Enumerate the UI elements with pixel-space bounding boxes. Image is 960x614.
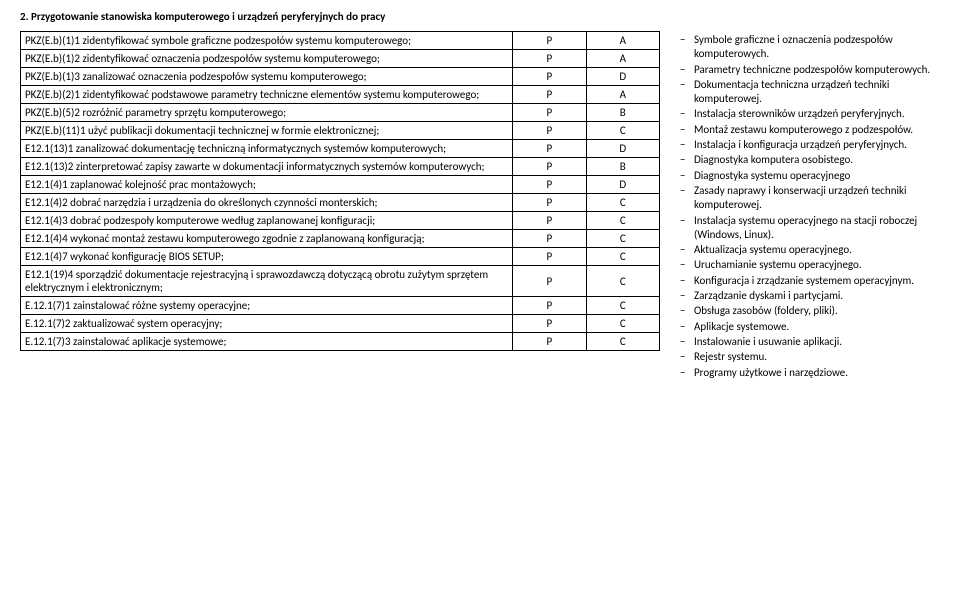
row-col2: C (586, 248, 659, 266)
list-item: Konfiguracja i zrządzanie systemem opera… (680, 274, 940, 288)
row-col2: B (586, 104, 659, 122)
row-col1: P (513, 176, 586, 194)
row-description: E12.1(4)2 dobrać narzędzia i urządzenia … (21, 194, 513, 212)
row-col2: A (586, 86, 659, 104)
row-col2: C (586, 122, 659, 140)
table-row: E12.1(4)7 wykonać konfigurację BIOS SETU… (21, 248, 660, 266)
row-description: E12.1(13)2 zinterpretować zapisy zawarte… (21, 158, 513, 176)
list-item: Aplikacje systemowe. (680, 320, 940, 334)
row-col2: C (586, 230, 659, 248)
row-col1: P (513, 212, 586, 230)
list-item: Diagnostyka systemu operacyjnego (680, 169, 940, 183)
row-col1: P (513, 32, 586, 50)
left-column: PKZ(E.b)(1)1 zidentyfikować symbole graf… (20, 31, 660, 351)
table-row: E.12.1(7)3 zainstalować aplikacje system… (21, 333, 660, 351)
row-col1: P (513, 248, 586, 266)
list-item: Obsługa zasobów (foldery, pliki). (680, 304, 940, 318)
row-col2: A (586, 32, 659, 50)
list-item: Diagnostyka komputera osobistego. (680, 153, 940, 167)
row-col1: P (513, 315, 586, 333)
row-description: PKZ(E.b)(1)1 zidentyfikować symbole graf… (21, 32, 513, 50)
list-item: Instalacja sterowników urządzeń peryfery… (680, 107, 940, 121)
table-row: PKZ(E.b)(5)2 rozróżnić parametry sprzętu… (21, 104, 660, 122)
list-item: Programy użytkowe i narzędziowe. (680, 366, 940, 380)
row-description: E12.1(4)3 dobrać podzespoły komputerowe … (21, 212, 513, 230)
requirements-table: PKZ(E.b)(1)1 zidentyfikować symbole graf… (20, 31, 660, 351)
row-col2: C (586, 315, 659, 333)
row-description: E12.1(13)1 zanalizować dokumentację tech… (21, 140, 513, 158)
row-description: PKZ(E.b)(1)2 zidentyfikować oznaczenia p… (21, 50, 513, 68)
list-item: Zasady naprawy i konserwacji urządzeń te… (680, 184, 940, 213)
list-item: Montaż zestawu komputerowego z podzespoł… (680, 123, 940, 137)
row-col1: P (513, 333, 586, 351)
list-item: Instalacja systemu operacyjnego na stacj… (680, 214, 940, 243)
table-row: PKZ(E.b)(1)3 zanalizować oznaczenia podz… (21, 68, 660, 86)
list-item: Instalowanie i usuwanie aplikacji. (680, 335, 940, 349)
list-item: Aktualizacja systemu operacyjnego. (680, 243, 940, 257)
section-title: 2. Przygotowanie stanowiska komputeroweg… (20, 10, 940, 23)
list-item: Rejestr systemu. (680, 350, 940, 364)
row-col1: P (513, 104, 586, 122)
row-col2: C (586, 333, 659, 351)
table-row: E12.1(4)3 dobrać podzespoły komputerowe … (21, 212, 660, 230)
row-col1: P (513, 158, 586, 176)
row-col1: P (513, 68, 586, 86)
row-col1: P (513, 86, 586, 104)
row-description: PKZ(E.b)(5)2 rozróżnić parametry sprzętu… (21, 104, 513, 122)
row-description: PKZ(E.b)(2)1 zidentyfikować podstawowe p… (21, 86, 513, 104)
row-description: E12.1(4)7 wykonać konfigurację BIOS SETU… (21, 248, 513, 266)
table-row: PKZ(E.b)(1)1 zidentyfikować symbole graf… (21, 32, 660, 50)
row-description: E.12.1(7)2 zaktualizować system operacyj… (21, 315, 513, 333)
row-col2: C (586, 194, 659, 212)
list-item: Instalacja i konfiguracja urządzeń peryf… (680, 138, 940, 152)
table-row: E12.1(4)4 wykonać montaż zestawu kompute… (21, 230, 660, 248)
row-col2: C (586, 266, 659, 297)
list-item: Uruchamianie systemu operacyjnego. (680, 258, 940, 272)
row-description: E12.1(19)4 sporządzić dokumentacje rejes… (21, 266, 513, 297)
list-item: Dokumentacja techniczna urządzeń technik… (680, 78, 940, 107)
row-col2: A (586, 50, 659, 68)
row-description: PKZ(E.b)(1)3 zanalizować oznaczenia podz… (21, 68, 513, 86)
table-row: PKZ(E.b)(1)2 zidentyfikować oznaczenia p… (21, 50, 660, 68)
main-layout: PKZ(E.b)(1)1 zidentyfikować symbole graf… (20, 31, 940, 381)
list-item: Parametry techniczne podzespołów kompute… (680, 63, 940, 77)
topics-list: Symbole graficzne i oznaczenia podzespoł… (680, 33, 940, 380)
row-col2: D (586, 176, 659, 194)
table-row: E12.1(4)1 zaplanować kolejność prac mont… (21, 176, 660, 194)
table-row: E.12.1(7)2 zaktualizować system operacyj… (21, 315, 660, 333)
table-row: E12.1(4)2 dobrać narzędzia i urządzenia … (21, 194, 660, 212)
table-row: PKZ(E.b)(2)1 zidentyfikować podstawowe p… (21, 86, 660, 104)
row-col1: P (513, 297, 586, 315)
row-col2: D (586, 140, 659, 158)
row-col1: P (513, 194, 586, 212)
row-description: E.12.1(7)1 zainstalować różne systemy op… (21, 297, 513, 315)
row-col2: D (586, 68, 659, 86)
table-row: PKZ(E.b)(11)1 użyć publikacji dokumentac… (21, 122, 660, 140)
table-row: E.12.1(7)1 zainstalować różne systemy op… (21, 297, 660, 315)
row-col2: B (586, 158, 659, 176)
row-col1: P (513, 230, 586, 248)
list-item: Symbole graficzne i oznaczenia podzespoł… (680, 33, 940, 62)
row-description: E12.1(4)4 wykonać montaż zestawu kompute… (21, 230, 513, 248)
row-col1: P (513, 140, 586, 158)
table-row: E12.1(13)1 zanalizować dokumentację tech… (21, 140, 660, 158)
row-col1: P (513, 122, 586, 140)
row-col2: C (586, 212, 659, 230)
row-col2: C (586, 297, 659, 315)
right-column: Symbole graficzne i oznaczenia podzespoł… (680, 31, 940, 381)
row-col1: P (513, 266, 586, 297)
list-item: Zarządzanie dyskami i partycjami. (680, 289, 940, 303)
row-description: E12.1(4)1 zaplanować kolejność prac mont… (21, 176, 513, 194)
row-description: E.12.1(7)3 zainstalować aplikacje system… (21, 333, 513, 351)
row-col1: P (513, 50, 586, 68)
table-row: E12.1(13)2 zinterpretować zapisy zawarte… (21, 158, 660, 176)
row-description: PKZ(E.b)(11)1 użyć publikacji dokumentac… (21, 122, 513, 140)
table-row: E12.1(19)4 sporządzić dokumentacje rejes… (21, 266, 660, 297)
